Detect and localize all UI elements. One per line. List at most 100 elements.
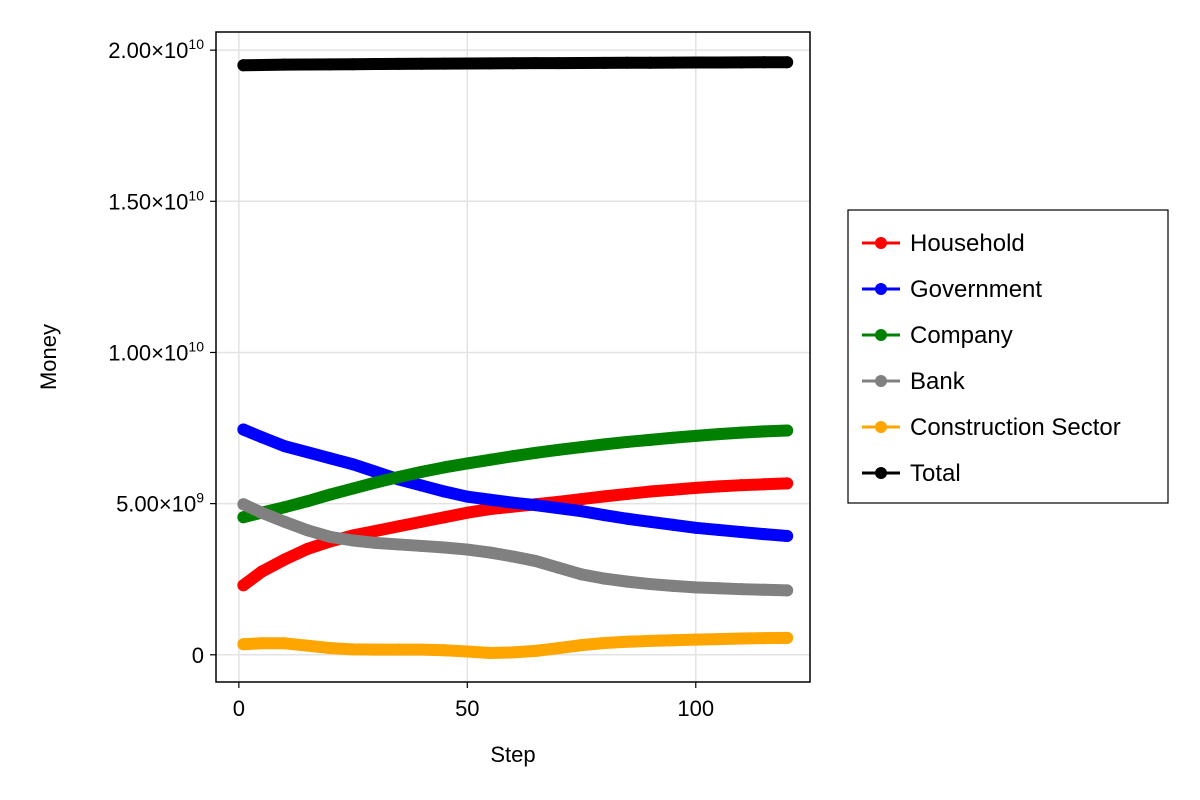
data-point-government [237,423,250,436]
data-point-household [621,487,634,500]
data-point-company [644,433,657,446]
legend-item-company: Company [862,322,1013,349]
data-point-government [758,528,771,541]
data-point-bank [666,579,679,592]
data-point-government [507,496,519,509]
data-point-bank [689,581,702,594]
data-point-bank [438,541,451,554]
data-point-government [735,526,748,539]
data-point-construction-sector [438,644,451,657]
data-point-government [689,521,702,534]
data-point-company [575,441,588,454]
data-point-company [781,424,794,437]
legend-label: Household [910,230,1025,257]
series-construction-sector [237,631,794,659]
data-point-company [237,511,250,524]
data-point-total [347,58,360,71]
legend-box [847,209,1169,504]
data-point-household [438,511,451,524]
data-point-company [507,450,519,463]
data-point-bank [369,536,382,549]
data-point-company [666,431,679,444]
data-point-total [237,59,250,72]
data-point-government [438,485,451,498]
x-tick-label: 50 [455,696,479,721]
data-point-bank [347,534,360,547]
data-point-household [278,553,291,566]
data-point-company [598,438,611,451]
data-point-construction-sector [484,646,497,659]
data-point-government [461,490,474,503]
data-point-company [392,471,405,484]
legend-swatch-marker [875,467,887,479]
data-point-construction-sector [278,637,291,650]
series-government [237,423,794,542]
data-point-company [461,457,474,470]
data-point-company [369,476,382,489]
legend-item-bank: Bank [862,368,966,395]
data-point-company [278,501,291,514]
y-tick-label: 1.00×1010 [108,338,204,365]
data-point-company [712,428,725,441]
data-point-government [369,465,382,478]
data-point-household [369,524,382,537]
data-point-total [644,56,657,69]
legend-item-household: Household [862,230,1025,257]
data-point-government [712,523,725,536]
data-point-construction-sector [575,639,588,652]
data-point-construction-sector [712,633,725,646]
data-point-government [415,479,428,492]
data-point-construction-sector [324,642,337,655]
data-point-household [644,485,657,498]
series-company [237,424,794,524]
data-point-bank [461,543,474,556]
legend-label: Government [910,276,1042,303]
data-point-bank [735,583,748,596]
data-point-company [621,435,634,448]
data-point-construction-sector [255,637,268,650]
data-point-bank [529,555,542,568]
legend: Household Government Company Bank Constructi… [847,209,1169,504]
data-point-total [255,58,268,71]
data-point-construction-sector [621,635,634,648]
x-tick-label: 100 [677,696,714,721]
data-point-company [484,453,497,466]
data-point-government [484,493,497,506]
data-point-total [758,56,771,69]
data-point-bank [237,498,250,511]
x-tick-label: 0 [233,696,245,721]
data-point-total [278,58,291,71]
legend-item-construction-sector: Construction Sector [862,414,1121,441]
data-point-household [392,520,405,533]
data-point-total [507,57,519,70]
plot-frame [215,31,811,683]
data-point-bank [255,506,268,519]
data-point-household [712,480,725,493]
data-point-government [644,515,657,528]
data-point-company [529,446,542,459]
data-point-construction-sector [598,637,611,649]
data-point-company [735,426,748,439]
y-axis-label: Money [36,324,61,390]
y-tick-label: 5.00×109 [116,490,204,517]
data-point-bank [484,546,497,559]
data-point-household [735,479,748,492]
legend-item-total: Total [862,460,961,487]
data-point-total [369,58,382,71]
data-point-bank [324,530,337,543]
data-point-total [621,56,634,69]
data-point-company [324,488,337,501]
data-point-government [278,440,291,453]
data-point-household [237,579,250,592]
data-point-bank [712,582,725,595]
data-point-total [438,57,451,70]
data-point-total [392,57,405,70]
data-point-construction-sector [758,632,771,645]
data-point-government [598,509,611,522]
x-axis-ticks: 0 50 100 [233,682,714,721]
data-point-construction-sector [666,634,679,647]
data-point-bank [278,515,291,528]
legend-label: Total [910,460,961,487]
data-point-bank [301,524,314,537]
